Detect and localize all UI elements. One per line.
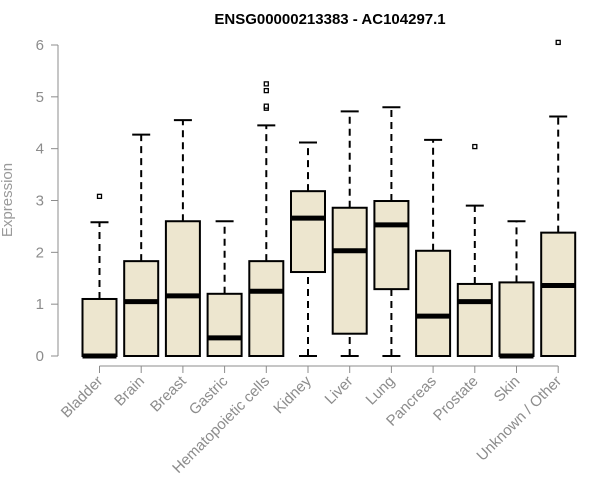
x-tick-label: Liver xyxy=(322,373,357,408)
plot-area xyxy=(81,39,577,359)
box-body xyxy=(290,190,326,274)
outlier-point xyxy=(555,39,561,46)
y-tick-label-5: 5 xyxy=(36,89,44,106)
box-body xyxy=(456,282,493,357)
y-tick-label-3: 3 xyxy=(36,193,44,210)
box-body xyxy=(540,231,577,358)
box-gastric xyxy=(206,220,243,357)
x-tick-label: Skin xyxy=(491,373,524,406)
y-tick-label-0: 0 xyxy=(36,348,44,365)
box-breast xyxy=(164,119,201,357)
box-body xyxy=(498,281,535,357)
box-hematopoietic-cells xyxy=(248,81,285,357)
outlier-point xyxy=(96,193,103,200)
x-tick-label: Brain xyxy=(111,373,148,410)
box-body xyxy=(206,292,243,357)
x-tick-label: Bladder xyxy=(58,373,107,422)
box-lung xyxy=(373,106,410,357)
box-liver xyxy=(331,110,368,357)
x-tick-label: Breast xyxy=(147,372,190,415)
box-brain xyxy=(123,133,160,357)
box-body xyxy=(415,249,452,357)
y-tick-label-2: 2 xyxy=(36,244,44,261)
y-tick-label-4: 4 xyxy=(36,141,44,158)
outlier-point xyxy=(472,143,478,150)
outlier-point xyxy=(263,81,269,87)
x-tick-label: Kidney xyxy=(270,372,315,417)
box-body xyxy=(123,260,160,357)
box-body xyxy=(164,220,201,357)
y-tick-label-1: 1 xyxy=(36,296,44,313)
y-axis-label: Expression xyxy=(0,163,16,237)
box-body xyxy=(81,297,118,358)
x-tick-label: Lung xyxy=(363,373,399,409)
x-tick-label: Prostate xyxy=(430,373,482,425)
box-bladder xyxy=(81,193,118,359)
box-body xyxy=(331,206,368,335)
box-unknown-other xyxy=(540,39,577,358)
box-pancreas xyxy=(415,138,452,357)
outlier-point xyxy=(263,87,269,94)
chart-title: ENSG00000213383 - AC104297.1 xyxy=(214,11,445,28)
box-prostate xyxy=(456,143,493,357)
box-body xyxy=(248,260,285,357)
box-body xyxy=(373,200,410,291)
y-axis: 0 1 2 3 4 5 6 xyxy=(36,37,59,365)
box-kidney xyxy=(290,141,326,357)
y-tick-label-6: 6 xyxy=(36,37,44,54)
outlier-point xyxy=(263,103,269,109)
box-skin xyxy=(498,220,535,359)
